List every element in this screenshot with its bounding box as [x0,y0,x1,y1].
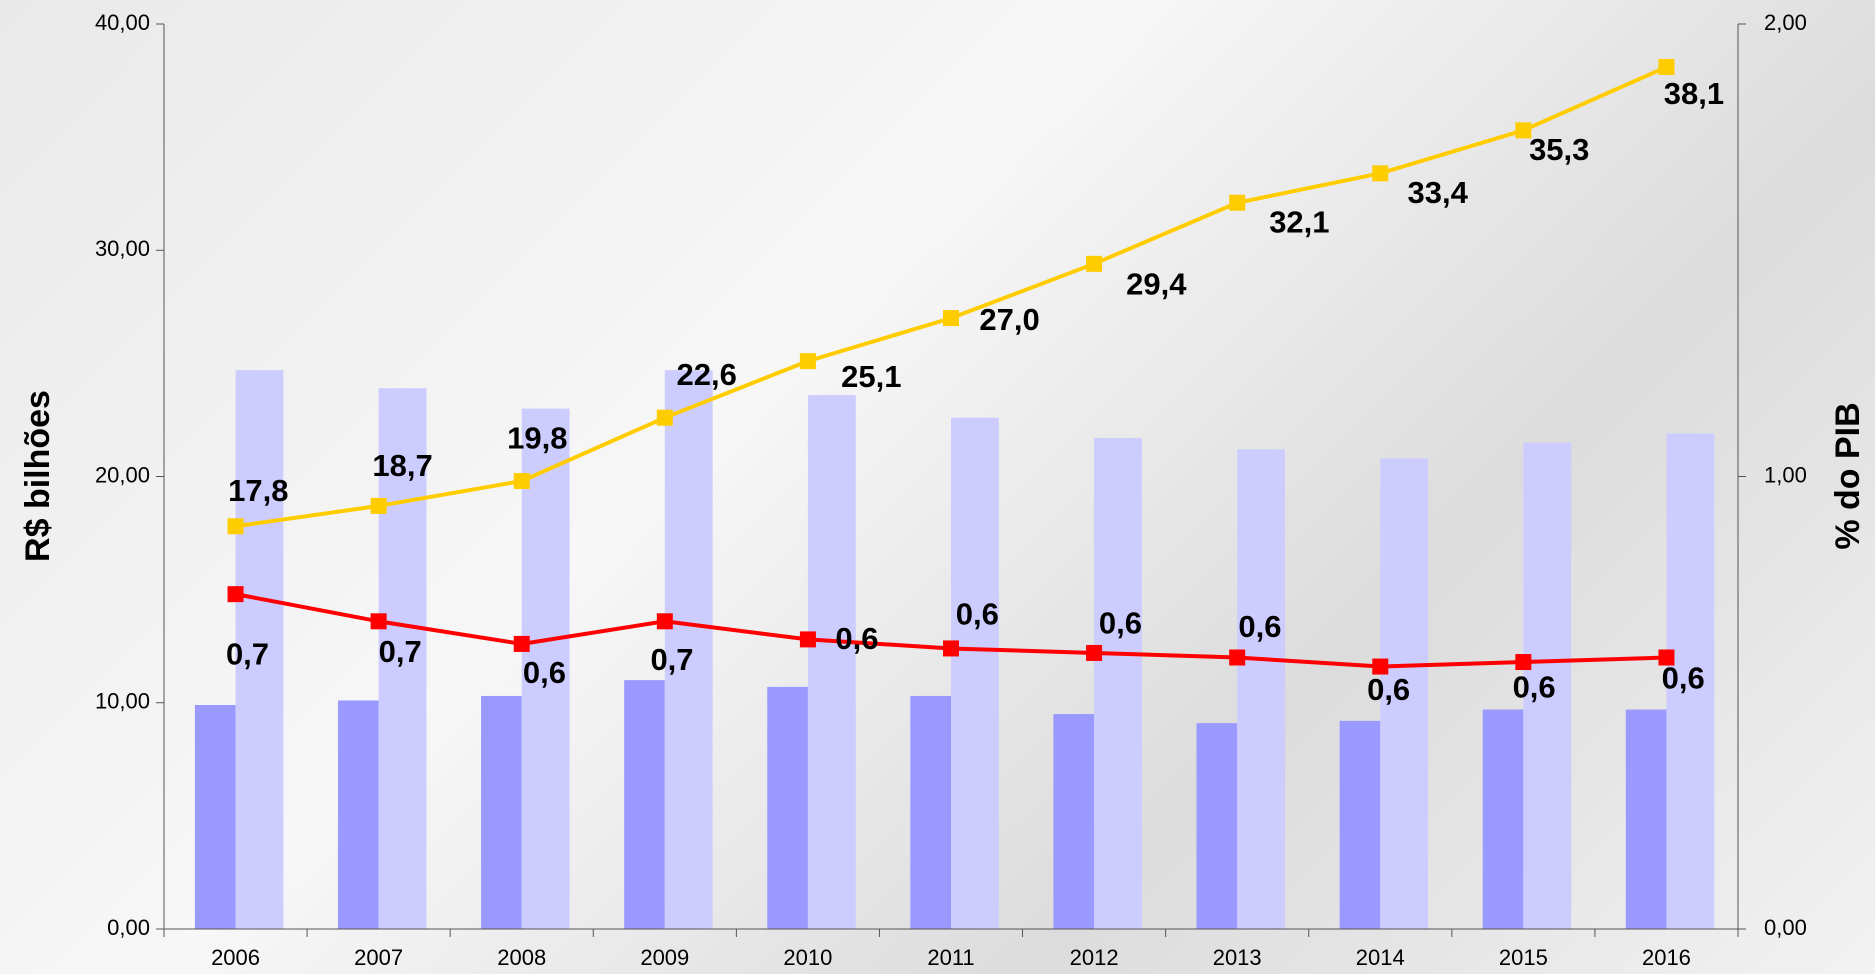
bar [910,696,951,929]
bar [1094,438,1142,929]
y2-tick-label: 1,00 [1764,462,1807,487]
bar [338,700,379,929]
marker [1372,165,1388,181]
marker [371,613,387,629]
bar [481,696,522,929]
x-tick-label: 2011 [927,945,974,970]
data-label: 22,6 [677,357,737,392]
x-tick-label: 2008 [497,945,546,970]
x-tick-label: 2014 [1356,945,1405,970]
marker [514,636,530,652]
data-label: 35,3 [1529,132,1589,167]
x-tick-label: 2010 [783,945,832,970]
data-label: 0,6 [956,596,999,631]
bar [195,705,236,929]
y-tick-label: 20,00 [95,462,150,487]
bar [808,395,856,929]
marker [1086,256,1102,272]
data-label: 19,8 [507,421,567,456]
data-label: 33,4 [1408,175,1469,210]
y-tick-label: 0,00 [107,915,150,940]
data-label: 0,6 [523,655,566,690]
x-tick-label: 2009 [640,945,689,970]
marker [1229,650,1245,666]
data-label: 0,6 [1238,609,1281,644]
y2-tick-label: 2,00 [1764,10,1807,35]
x-tick-label: 2016 [1642,945,1691,970]
y-tick-label: 30,00 [95,236,150,261]
data-label: 0,7 [650,642,693,677]
data-label: 0,7 [226,637,269,672]
x-tick-label: 2006 [211,945,260,970]
data-label: 38,1 [1664,76,1724,111]
data-label: 29,4 [1126,267,1187,302]
marker [943,310,959,326]
data-label: 0,6 [835,621,878,656]
data-label: 0,6 [1662,660,1705,695]
bar [767,687,808,929]
marker [657,613,673,629]
data-label: 17,8 [228,473,288,508]
chart: R$ bilhões % do PIB 0,00 10,00 20,00 30,00 4… [0,0,1875,974]
x-tick-label: 2015 [1499,945,1548,970]
marker [228,518,244,534]
bar [1483,710,1524,929]
marker [371,498,387,514]
data-label: 0,7 [379,634,422,669]
data-label: 0,6 [1099,606,1142,641]
y-tick-label: 40,00 [95,10,150,35]
bar [951,418,999,929]
y2-tick-label: 0,00 [1764,915,1807,940]
marker [800,631,816,647]
x-tick-label: 2013 [1213,945,1262,970]
marker [657,410,673,426]
x-tick-label: 2007 [354,945,403,970]
marker [514,473,530,489]
x-tick-label: 2012 [1070,945,1119,970]
marker [800,353,816,369]
bar [1053,714,1094,929]
marker [1229,195,1245,211]
marker [228,586,244,602]
y-axis-title: R$ bilhões [19,390,57,562]
data-label: 0,6 [1513,670,1556,705]
data-label: 25,1 [841,359,901,394]
marker [1086,645,1102,661]
bar [1237,449,1285,929]
bar [624,680,665,929]
bar [1626,710,1667,929]
marker [1658,59,1674,75]
data-label: 18,7 [372,448,432,483]
marker [1515,654,1531,670]
data-label: 27,0 [979,302,1039,337]
marker [943,640,959,656]
bar [1197,723,1238,929]
y-tick-label: 10,00 [95,689,150,714]
data-label: 32,1 [1269,204,1329,239]
data-label: 0,6 [1367,672,1410,707]
bar [1340,721,1381,929]
y2-axis-title: % do PIB [1829,402,1867,549]
